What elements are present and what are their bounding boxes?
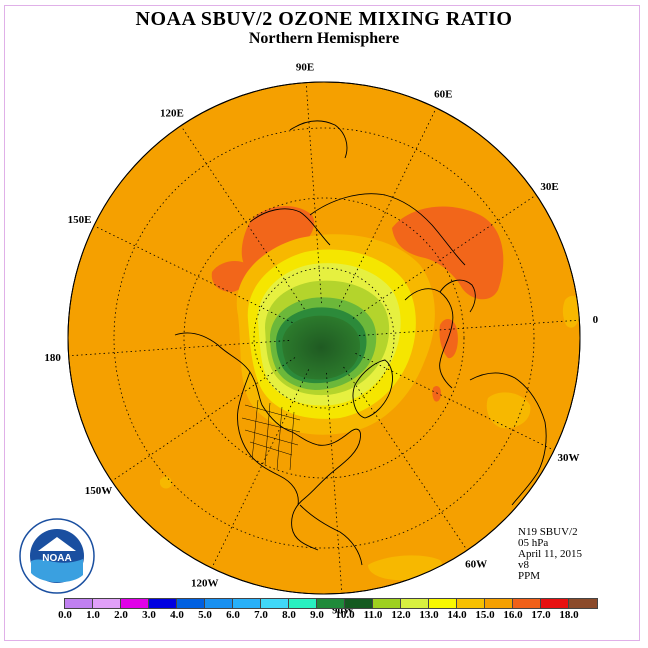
colorbar-tick-label: 3.0 [142,609,156,621]
meridian-line [358,319,580,336]
contour-high-atlantic [432,385,441,402]
meridian-line [180,125,305,310]
longitude-label: 60W [465,558,487,570]
contour-high-siberia-east [241,206,315,272]
info-level: 05 hPa [518,537,549,549]
meridian-line [111,357,296,482]
meridian-line [68,340,290,357]
meridian-line [93,225,293,324]
longitude-label: 180 [44,352,61,364]
info-version: v8 [518,559,529,571]
colorbar-swatch [345,599,373,608]
colorbar-swatch [429,599,457,608]
colorbar-tick-label: 7.0 [254,609,268,621]
figure-border [4,5,640,641]
info-instrument: N19 SBUV/2 [518,526,578,538]
colorbar-swatch [457,599,485,608]
contour-14-west [160,476,172,489]
longitude-label: 60E [434,89,452,101]
meridian-line [352,194,537,319]
colorbar-tick-label: 14.0 [447,609,467,621]
colorbar-swatch [541,599,569,608]
colorbar-swatch [401,599,429,608]
longitude-label: 150E [68,214,92,226]
longitude-label: 120E [160,108,184,120]
colorbar-tick-label: 2.0 [114,609,128,621]
ozone-contours [113,120,580,581]
meridian-line [338,107,437,307]
colorbar-swatch [93,599,121,608]
noaa-logo-text: NOAA [42,553,71,564]
colorbar-swatch [569,599,597,608]
contour-high-pacific [211,260,250,292]
page-title: NOAA SBUV/2 OZONE MIXING RATIO [135,8,513,30]
longitude-label: 30W [557,452,579,464]
colorbar-tick-label: 1.0 [86,609,100,621]
colorbar-swatch [289,599,317,608]
longitude-label: 120W [191,577,219,589]
map-disk-outline [67,81,581,595]
colorbar-swatch [317,599,345,608]
colorbar-swatch [513,599,541,608]
info-block: N19 SBUV/2 05 hPa April 11, 2015 v8 PPM [518,527,582,582]
meridian-line [343,366,468,551]
colorbar-swatch [233,599,261,608]
colorbar [64,598,598,609]
meridian-line [326,372,343,594]
colorbar-tick-label: 13.0 [419,609,439,621]
colorbar-tick-label: 9.0 [310,609,324,621]
colorbar-swatch [261,599,289,608]
latitude-circles [113,127,535,549]
longitude-label: 150W [85,485,113,497]
colorbar-swatch [121,599,149,608]
colorbar-tick-label: 0.0 [58,609,72,621]
meridian-line [305,82,322,304]
colorbar-swatch [65,599,93,608]
colorbar-tick-label: 17.0 [531,609,551,621]
colorbar-tick-label: 10.0 [335,609,355,621]
colorbar-tick-label: 18.0 [559,609,579,621]
colorbar-swatch [485,599,513,608]
colorbar-tick-labels: 0.0 1.0 2.0 3.0 4.0 5.0 6.0 7.0 8.0 9.0 10.0 11.0 12… [0,609,648,623]
colorbar-tick-label: 11.0 [363,609,383,621]
longitude-label: 0 [593,314,599,326]
colorbar-tick-label: 8.0 [282,609,296,621]
us-state-lines [241,399,301,471]
contour-7 [282,315,361,380]
colorbar-swatch [177,599,205,608]
longitude-label: 90E [296,62,314,74]
colorbar-swatch [205,599,233,608]
info-units: PPM [518,570,541,582]
contour-14-africa [486,392,531,429]
colorbar-tick-label: 6.0 [226,609,240,621]
colorbar-tick-label: 15.0 [475,609,495,621]
meridian-line [211,369,310,569]
page-subtitle: Northern Hemisphere [248,30,400,47]
meridian-line [355,352,555,451]
colorbar-tick-label: 12.0 [391,609,411,621]
noaa-logo: NOAA [19,518,95,594]
colorbar-swatch [149,599,177,608]
contour-high-asia [392,206,504,300]
colorbar-tick-label: 4.0 [170,609,184,621]
colorbar-tick-label: 5.0 [198,609,212,621]
longitude-label: 30E [540,181,558,193]
info-date: April 11, 2015 [518,548,583,560]
colorbar-swatch [373,599,401,608]
meridian-lines [68,82,580,594]
colorbar-tick-label: 16.0 [503,609,523,621]
contour-14-east-edge [562,295,580,328]
